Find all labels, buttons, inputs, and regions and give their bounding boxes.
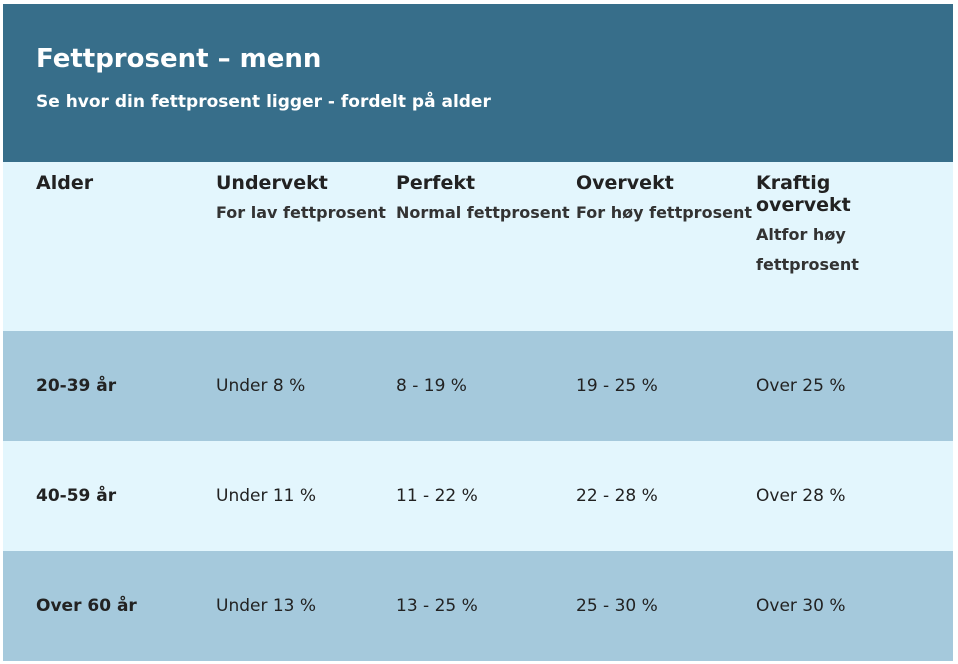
column-subtitle: Altfor høy fettprosent (756, 225, 859, 274)
column-subtitle: For høy fettprosent (576, 203, 752, 222)
table-header: Alder Undervekt For lav fettprosent Perfekt… (3, 162, 953, 331)
table-cell: Over 28 % (756, 486, 846, 506)
table-cell: Under 11 % (216, 486, 317, 506)
column-header: Overvekt For høy fettprosent (576, 172, 756, 331)
title: Fettprosent – menn (36, 44, 322, 74)
table-row: Over 60 år Under 13 % 13 - 25 % 25 - 30 % Ov… (3, 551, 953, 661)
table-cell: Over 30 % (756, 596, 846, 616)
table-cell: Under 8 % (216, 376, 306, 396)
table-cell: 22 - 28 % (576, 486, 658, 506)
column-title: Perfekt (396, 172, 476, 194)
column-title: Alder (36, 172, 94, 194)
age-cell: 20-39 år (36, 376, 117, 396)
table-cell: 8 - 19 % (396, 376, 467, 396)
column-header: Undervekt For lav fettprosent (216, 172, 396, 331)
table-cell: 13 - 25 % (396, 596, 478, 616)
table-cell: 19 - 25 % (576, 376, 658, 396)
age-cell: 40-59 år (36, 486, 117, 506)
table-row: 20-39 år Under 8 % 8 - 19 % 19 - 25 % Over 2… (3, 331, 953, 441)
table-cell: 11 - 22 % (396, 486, 478, 506)
table-cell: Over 25 % (756, 376, 846, 396)
column-header: Perfekt Normal fettprosent (396, 172, 576, 331)
header: Fettprosent – menn Se hvor din fettprose… (3, 4, 953, 162)
table-card: Fettprosent – menn Se hvor din fettprose… (3, 4, 953, 661)
column-title: Kraftig overvekt (756, 172, 851, 216)
column-header: Alder (36, 172, 216, 331)
column-title: Undervekt (216, 172, 328, 194)
table-body: 20-39 år Under 8 % 8 - 19 % 19 - 25 % Over 2… (3, 331, 953, 661)
age-cell: Over 60 år (36, 596, 137, 616)
column-subtitle: For lav fettprosent (216, 203, 386, 222)
column-header: Kraftig overvekt Altfor høy fettprosent (756, 172, 916, 331)
table-cell: Under 13 % (216, 596, 317, 616)
column-subtitle: Normal fettprosent (396, 203, 570, 222)
column-title: Overvekt (576, 172, 674, 194)
subtitle: Se hvor din fettprosent ligger - fordelt… (36, 92, 491, 112)
table-cell: 25 - 30 % (576, 596, 658, 616)
table-row: 40-59 år Under 11 % 11 - 22 % 22 - 28 % Over… (3, 441, 953, 551)
